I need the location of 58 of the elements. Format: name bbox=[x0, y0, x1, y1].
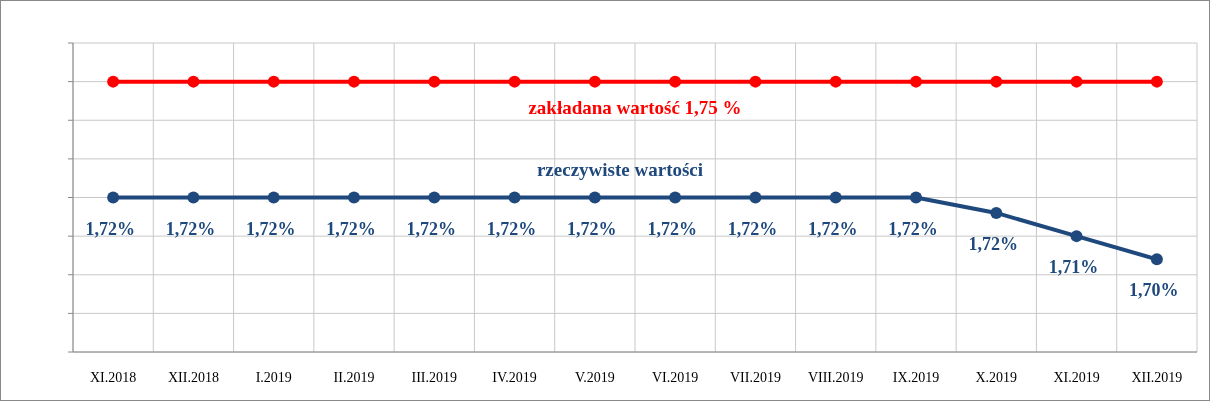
x-tick-label: V.2019 bbox=[574, 370, 615, 385]
point bbox=[348, 75, 360, 88]
series-label: rzeczywiste wartości bbox=[536, 158, 704, 180]
data-label: 1,72% bbox=[888, 218, 938, 239]
x-tick-label: XI.2018 bbox=[90, 370, 137, 385]
x-tick-label: XI.2019 bbox=[1053, 370, 1100, 385]
point bbox=[910, 191, 922, 204]
x-tick-label: VII.2019 bbox=[729, 370, 781, 385]
point bbox=[669, 191, 682, 204]
data-label: 1,72% bbox=[326, 218, 376, 239]
x-tick-label: VIII.2019 bbox=[807, 370, 864, 385]
point bbox=[588, 191, 601, 204]
data-label: 1,72% bbox=[486, 218, 537, 239]
point bbox=[829, 191, 842, 204]
point bbox=[428, 75, 441, 88]
x-tick-label: II.2019 bbox=[333, 370, 375, 385]
x-tick-label: VI.2019 bbox=[652, 370, 699, 385]
point bbox=[508, 75, 521, 88]
data-label: 1,72% bbox=[968, 233, 1019, 254]
x-tick-label: III.2019 bbox=[411, 370, 458, 385]
point bbox=[508, 191, 521, 204]
data-label: 1,71% bbox=[1048, 257, 1099, 278]
x-tick-label: I.2019 bbox=[255, 370, 292, 385]
point bbox=[267, 191, 280, 204]
point bbox=[669, 75, 682, 88]
data-label: 1,72% bbox=[727, 218, 778, 239]
point bbox=[1070, 75, 1083, 88]
data-label: 1,72% bbox=[567, 218, 617, 239]
point bbox=[749, 75, 762, 88]
data-label: 1,72% bbox=[647, 218, 697, 239]
point bbox=[267, 75, 280, 88]
point bbox=[1070, 230, 1083, 243]
x-tick-label: IX.2019 bbox=[892, 370, 940, 385]
data-label: 1,72% bbox=[245, 218, 296, 239]
x-tick-label: IV.2019 bbox=[492, 370, 537, 385]
point bbox=[348, 191, 360, 204]
data-label: 1,72% bbox=[85, 218, 135, 239]
point bbox=[749, 191, 762, 204]
point bbox=[588, 75, 601, 88]
point bbox=[107, 191, 120, 204]
point bbox=[187, 191, 200, 204]
data-label: 1,72% bbox=[165, 218, 216, 239]
x-tick-label: XII.2019 bbox=[1131, 370, 1183, 385]
point bbox=[990, 206, 1003, 219]
point bbox=[428, 191, 441, 204]
point bbox=[187, 75, 200, 88]
point bbox=[990, 75, 1003, 88]
data-label: 1,72% bbox=[406, 218, 457, 239]
x-tick-label: XII.2018 bbox=[167, 370, 219, 385]
x-tick-label: X.2019 bbox=[975, 370, 1018, 385]
data-label: 1,72% bbox=[807, 218, 858, 239]
point bbox=[1150, 75, 1163, 88]
point bbox=[107, 75, 120, 88]
point bbox=[829, 75, 842, 88]
data-label: 1,70% bbox=[1129, 280, 1179, 301]
point bbox=[1150, 253, 1163, 266]
point bbox=[910, 75, 922, 88]
series-label: zakładana wartość 1,75 % bbox=[528, 96, 742, 118]
